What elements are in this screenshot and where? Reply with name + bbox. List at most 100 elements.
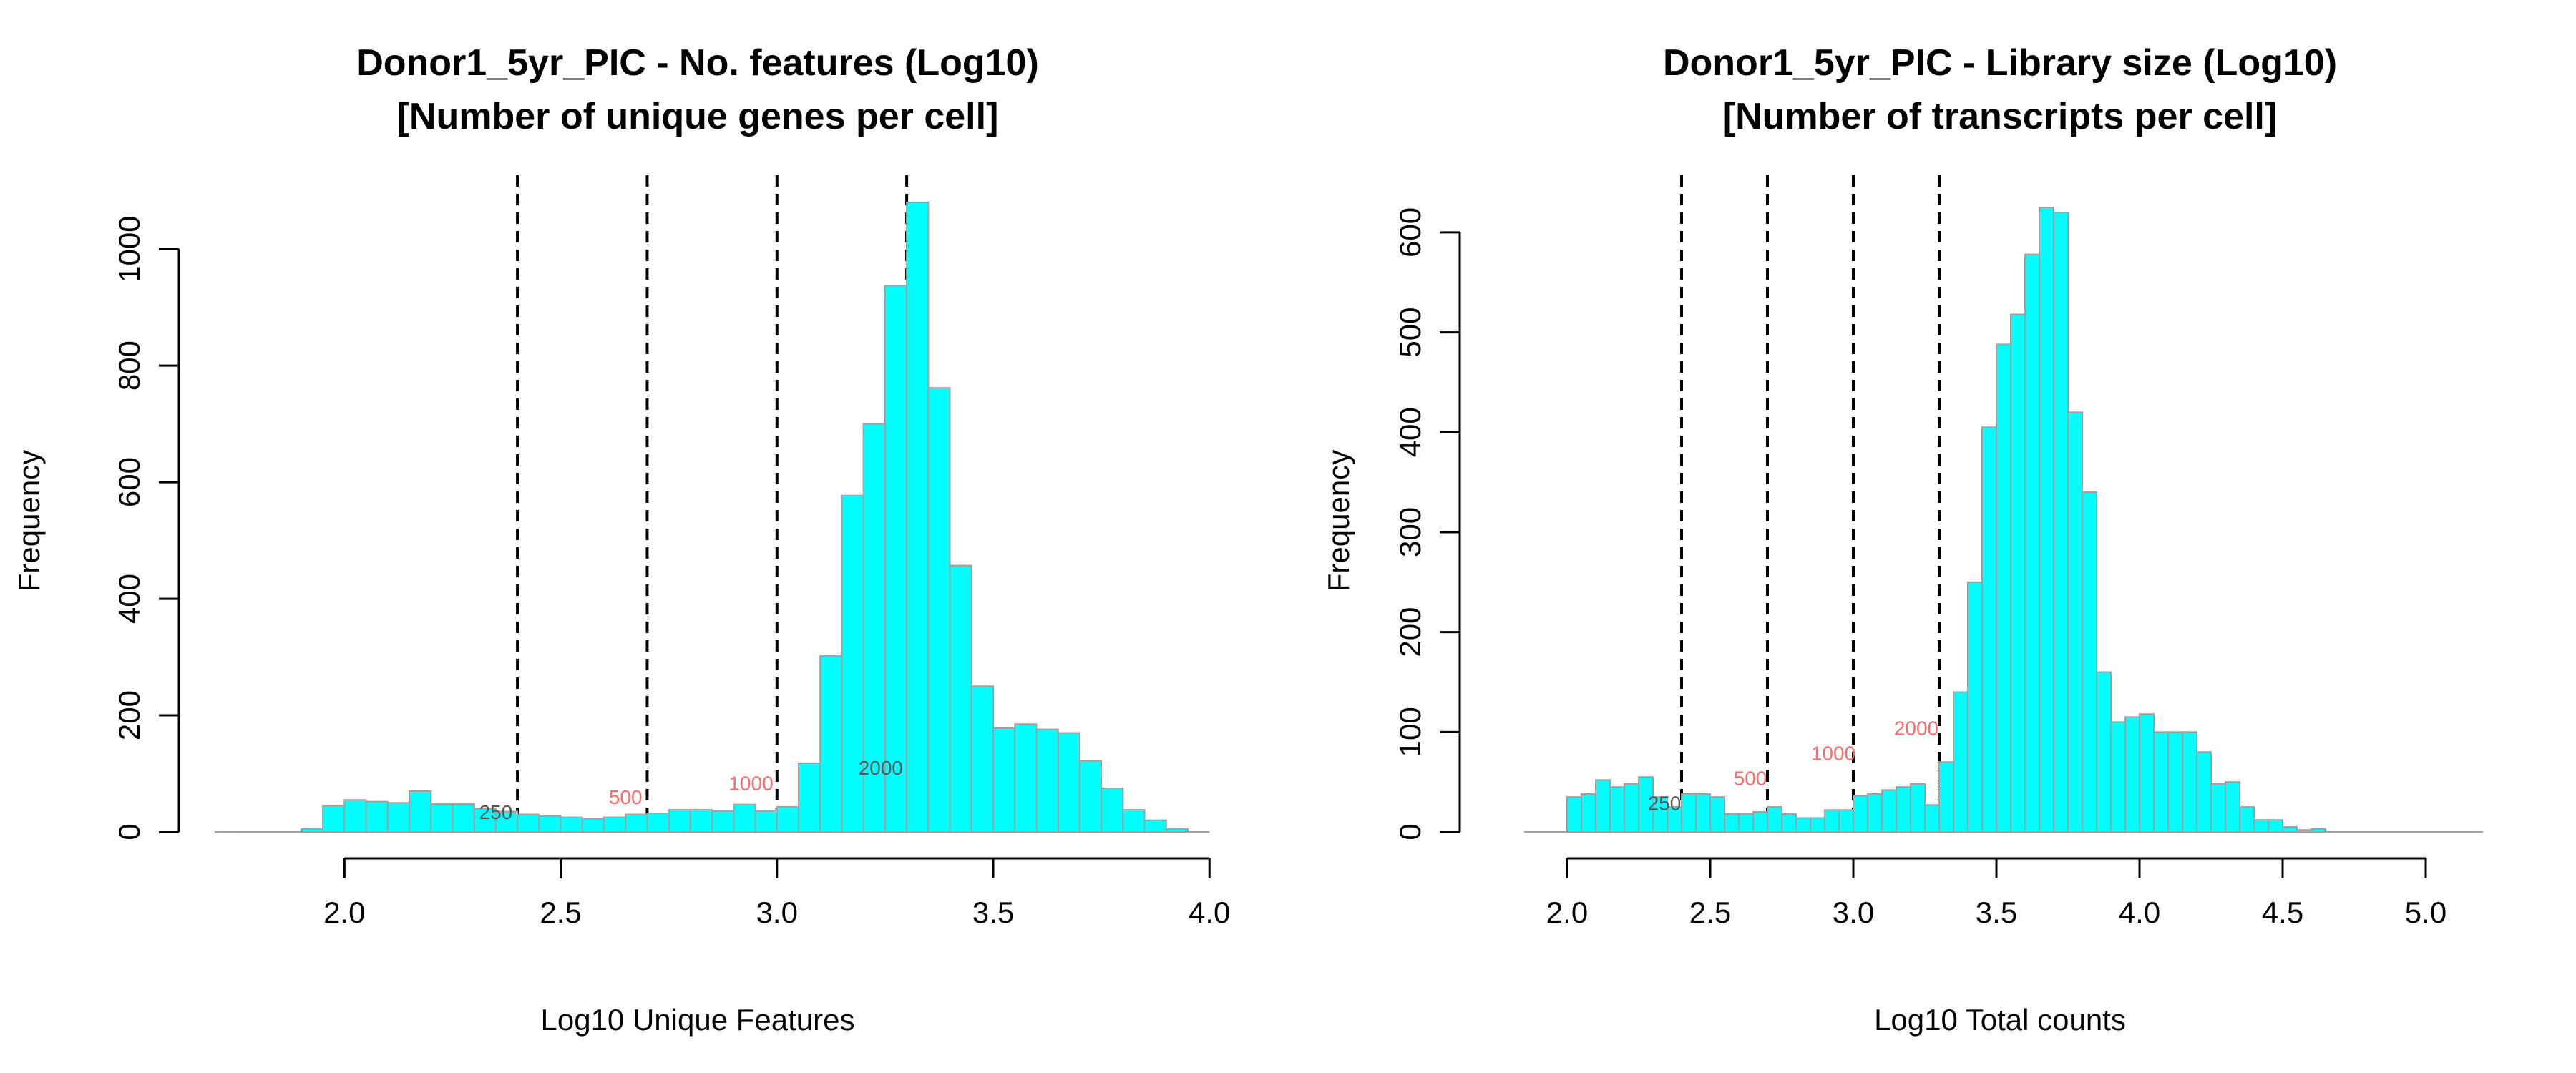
histogram-bar [2239, 806, 2255, 833]
histogram-bar [1709, 796, 1725, 833]
histogram-bar [2067, 411, 2083, 833]
cutoff-labels: 250 500 1000 2000 [1648, 717, 1939, 815]
cutoff-label: 1000 [728, 772, 773, 794]
histogram-bar [2153, 731, 2169, 833]
y-axis: 0 200 400 600 800 1000 [112, 215, 180, 841]
histogram-bar [970, 685, 995, 833]
histogram-bar [1035, 728, 1059, 833]
histogram-bar [386, 802, 410, 833]
x-tick-label: 2.5 [1689, 896, 1731, 929]
x-axis-label: Log10 Unique Features [541, 1003, 855, 1037]
histogram-bar [322, 805, 346, 833]
chart-subtitle: [Number of unique genes per cell] [397, 96, 999, 137]
histogram-bar [1953, 691, 1968, 833]
histogram-bar [1078, 760, 1103, 833]
histogram-bar [1924, 804, 1940, 833]
x-tick-label: 5.0 [2405, 896, 2446, 929]
x-tick-label: 3.5 [1976, 896, 2017, 929]
histogram-bar [819, 655, 843, 833]
histogram-bar [2268, 819, 2283, 833]
y-tick-label: 100 [1393, 707, 1427, 757]
x-axis-label: Log10 Total counts [1874, 1003, 2126, 1037]
histogram-bar [711, 810, 735, 833]
x-tick-label: 4.0 [1189, 896, 1230, 929]
histogram-bar [1581, 793, 1596, 833]
histogram-bar [1738, 813, 1754, 833]
histogram-bar [1014, 723, 1038, 833]
histogram-bar [2096, 671, 2112, 833]
histogram-bar [1724, 813, 1740, 833]
x-tick-label: 4.5 [2262, 896, 2303, 929]
y-tick-label: 400 [1393, 407, 1427, 457]
histogram-bar [625, 813, 648, 833]
histogram-bar [2311, 828, 2326, 833]
histogram-bar [409, 790, 432, 833]
histogram-bar [1967, 581, 1983, 833]
histogram-bar [646, 812, 670, 833]
x-tick-label: 2.5 [540, 896, 581, 929]
x-tick-label: 3.0 [1833, 896, 1874, 929]
histogram-bar [1595, 779, 1611, 833]
histogram-bar [300, 828, 324, 833]
y-tick-label: 400 [112, 574, 146, 624]
histogram-bar [430, 803, 454, 833]
histogram-bar [2124, 716, 2140, 833]
histogram-bar [1810, 817, 1825, 833]
x-tick-label: 4.0 [2119, 896, 2160, 929]
y-tick-label: 800 [112, 340, 146, 391]
histogram-bar [949, 564, 972, 833]
histogram-bar [798, 762, 821, 833]
chart-title: Donor1_5yr_PIC - No. features (Log10) [356, 42, 1039, 84]
histogram-bar [1681, 793, 1697, 833]
histogram-bar [2167, 731, 2183, 833]
cutoff-lines [1680, 175, 1941, 832]
y-tick-label: 1000 [112, 215, 146, 282]
histogram-bar [2139, 713, 2155, 833]
histogram-bar [1910, 783, 1926, 833]
histogram-bar [2024, 253, 2040, 833]
histogram-bar [733, 803, 756, 833]
histogram-bars [1524, 206, 2483, 833]
histogram-bar [581, 818, 605, 833]
histogram-bar [2082, 491, 2097, 833]
y-tick-label: 200 [112, 690, 146, 740]
histogram-bar [2010, 313, 2026, 833]
histogram-bar [2282, 826, 2298, 833]
histogram-bar [1122, 809, 1146, 833]
histogram-bar [776, 805, 800, 833]
y-tick-label: 200 [1393, 607, 1427, 657]
histogram-bar [884, 285, 908, 833]
histogram-bar [2039, 206, 2054, 833]
histogram-bar [2053, 211, 2069, 833]
x-tick-label: 2.0 [323, 896, 365, 929]
y-tick-label: 0 [1393, 823, 1427, 840]
histogram-bar [343, 799, 367, 833]
y-axis-label: Frequency [12, 450, 46, 592]
histogram-bar [1624, 783, 1639, 833]
histogram-bar [1896, 786, 1911, 833]
histogram-bar [1853, 795, 1868, 833]
histogram-bar [1695, 793, 1711, 833]
histogram-bar [494, 810, 519, 833]
chart-panel-library-size: Donor1_5yr_PIC - Library size (Log10) [N… [1322, 42, 2483, 1037]
histogram-bar [1824, 809, 1840, 833]
histogram-bar [2296, 829, 2312, 833]
x-axis: 2.0 2.5 3.0 3.5 4.0 [323, 857, 1230, 929]
histogram-bar [1101, 787, 1124, 833]
histogram-bar [1781, 813, 1797, 833]
histogram-bar [1165, 828, 1189, 833]
x-tick-label: 3.5 [972, 896, 1014, 929]
histogram-bar [1881, 789, 1897, 833]
histogram-bar [1057, 732, 1080, 833]
y-tick-label: 600 [1393, 207, 1427, 258]
x-tick-label: 2.0 [1546, 896, 1588, 929]
histogram-bar [906, 202, 930, 833]
histogram-bar [2253, 819, 2269, 833]
cutoff-label: 2000 [1894, 717, 1938, 740]
y-tick-label: 300 [1393, 507, 1427, 557]
histogram-bar [2225, 781, 2240, 833]
histogram-bar [1981, 426, 1997, 833]
y-axis-label: Frequency [1322, 450, 1355, 592]
histogram-bar [927, 387, 951, 833]
x-tick-label: 3.0 [756, 896, 798, 929]
